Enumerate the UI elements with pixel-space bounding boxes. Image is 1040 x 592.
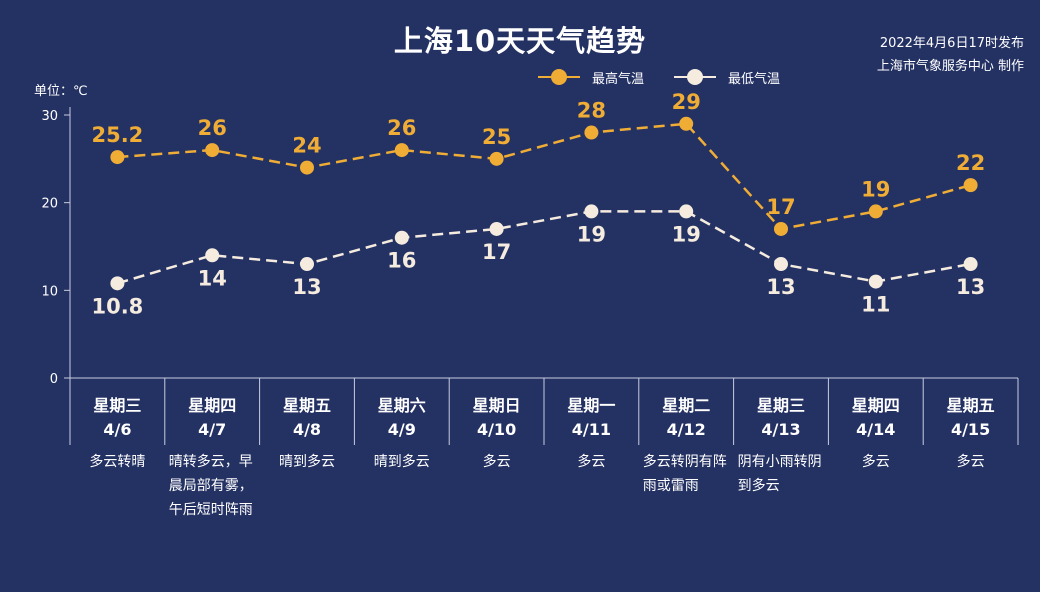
legend-low-label: 最低气温 xyxy=(728,71,781,87)
low-temp-label: 14 xyxy=(198,266,227,290)
high-temp-point xyxy=(868,204,883,219)
unit-label: 单位：℃ xyxy=(34,84,88,99)
weekday-label: 星期五 xyxy=(282,396,331,415)
high-temp-label: 26 xyxy=(198,116,227,140)
weekday-label: 星期四 xyxy=(188,396,237,415)
high-temp-label: 19 xyxy=(861,177,890,201)
high-temp-label: 25 xyxy=(482,125,511,149)
high-temp-point xyxy=(110,150,125,165)
y-tick-label: 20 xyxy=(41,197,58,212)
day-column: 星期日 4/10 多云 xyxy=(449,378,544,474)
high-temp-label: 24 xyxy=(292,134,321,158)
low-temp-label: 19 xyxy=(577,222,606,246)
day-column: 星期五 4/15 多云 xyxy=(923,378,1018,474)
day-column: 星期四 4/14 多云 xyxy=(828,378,923,474)
high-temp-point xyxy=(963,178,978,193)
weather-description: 多云 xyxy=(956,454,985,470)
high-temp-label: 28 xyxy=(577,99,606,123)
low-temp-point xyxy=(963,257,978,272)
low-temp-point xyxy=(868,274,883,289)
chart-title: 上海10天天气趋势 xyxy=(393,24,647,58)
day-column: 星期五 4/8 晴到多云 xyxy=(260,378,355,474)
weather-description: 多云 xyxy=(577,454,606,470)
legend-high-swatch xyxy=(538,69,580,85)
weather-description: 晴转多云，早晨局部有雾，午后短时阵雨 xyxy=(168,454,253,518)
weekday-label: 星期三 xyxy=(93,396,142,415)
high-temp-label: 29 xyxy=(672,90,701,114)
legend-high-label: 最高气温 xyxy=(592,71,645,87)
weather-description: 多云转阴有阵雨或雷雨 xyxy=(642,454,727,494)
legend-low[interactable]: 最低气温 xyxy=(674,68,780,87)
publish-time: 2022年4月6日17时发布 xyxy=(879,36,1024,51)
low-temp-label: 13 xyxy=(956,275,985,299)
high-temp-point xyxy=(584,125,599,140)
high-temp-line xyxy=(117,122,971,231)
high-temp-point xyxy=(489,151,504,166)
low-temp-label: 10.8 xyxy=(91,294,143,318)
day-column: 星期三 4/6 多云转晴 xyxy=(70,378,165,474)
high-temp-label: 17 xyxy=(766,195,795,219)
date-label: 4/6 xyxy=(103,420,132,439)
high-temp-point xyxy=(679,116,694,131)
low-temp-point xyxy=(110,276,125,291)
weekday-label: 星期一 xyxy=(567,396,616,415)
publisher: 上海市气象服务中心 制作 xyxy=(876,59,1024,74)
high-temp-point xyxy=(394,143,409,158)
low-temp-point xyxy=(205,248,220,263)
low-temp-label: 19 xyxy=(672,222,701,246)
day-column: 星期三 4/13 阴有小雨转阴到多云 xyxy=(734,378,829,498)
low-temp-point xyxy=(774,257,788,272)
y-tick-label: 0 xyxy=(50,372,58,387)
publish-info: 2022年4月6日17时发布 上海市气象服务中心 制作 xyxy=(877,32,1024,78)
y-tick-label: 10 xyxy=(41,284,58,299)
day-column: 星期四 4/7 晴转多云，早晨局部有雾，午后短时阵雨 xyxy=(165,378,260,522)
date-label: 4/9 xyxy=(387,420,416,439)
low-temp-line xyxy=(117,210,971,285)
high-temp-label: 25.2 xyxy=(91,123,143,147)
high-temp-point xyxy=(300,160,314,175)
date-label: 4/8 xyxy=(292,420,322,439)
date-label: 4/10 xyxy=(476,420,517,439)
weekday-label: 星期四 xyxy=(851,396,900,415)
low-temp-label: 16 xyxy=(387,249,416,273)
low-temp-point xyxy=(679,204,694,219)
date-label: 4/14 xyxy=(856,420,896,439)
low-temp-label: 13 xyxy=(292,275,321,299)
legend-high[interactable]: 最高气温 xyxy=(538,68,644,87)
weather-description: 多云转晴 xyxy=(89,454,146,470)
low-temp-label: 11 xyxy=(861,293,890,317)
weekday-label: 星期日 xyxy=(472,396,521,415)
weather-description: 晴到多云 xyxy=(373,454,430,470)
low-temp-label: 13 xyxy=(766,275,795,299)
weekday-label: 星期三 xyxy=(756,396,805,415)
low-temp-point xyxy=(394,230,409,245)
date-label: 4/11 xyxy=(571,420,612,439)
date-label: 4/15 xyxy=(950,420,991,439)
weekday-label: 星期五 xyxy=(946,396,995,415)
legend: 最高气温 最低气温 xyxy=(538,66,810,88)
low-temp-point xyxy=(300,257,314,272)
high-temp-point xyxy=(205,143,220,158)
y-tick-label: 30 xyxy=(41,109,58,124)
weather-description: 晴到多云 xyxy=(278,454,335,470)
weather-description: 多云 xyxy=(482,454,511,470)
low-temp-point xyxy=(489,221,504,236)
high-temp-point xyxy=(774,221,788,236)
weather-description: 多云 xyxy=(861,454,890,470)
weekday-label: 星期六 xyxy=(377,396,426,415)
weather-description: 阴有小雨转阴到多云 xyxy=(737,454,822,494)
day-column: 星期二 4/12 多云转阴有阵雨或雷雨 xyxy=(639,378,734,498)
date-label: 4/7 xyxy=(198,420,227,439)
day-column: 星期一 4/11 多云 xyxy=(544,378,639,474)
low-temp-point xyxy=(584,204,599,219)
high-temp-label: 26 xyxy=(387,116,416,140)
legend-low-swatch xyxy=(674,69,717,85)
date-label: 4/12 xyxy=(666,420,706,439)
low-temp-label: 17 xyxy=(482,240,511,264)
high-temp-label: 22 xyxy=(956,151,985,175)
day-column: 星期六 4/9 晴到多云 xyxy=(354,378,449,474)
date-label: 4/13 xyxy=(761,420,801,439)
weekday-label: 星期二 xyxy=(662,396,711,415)
